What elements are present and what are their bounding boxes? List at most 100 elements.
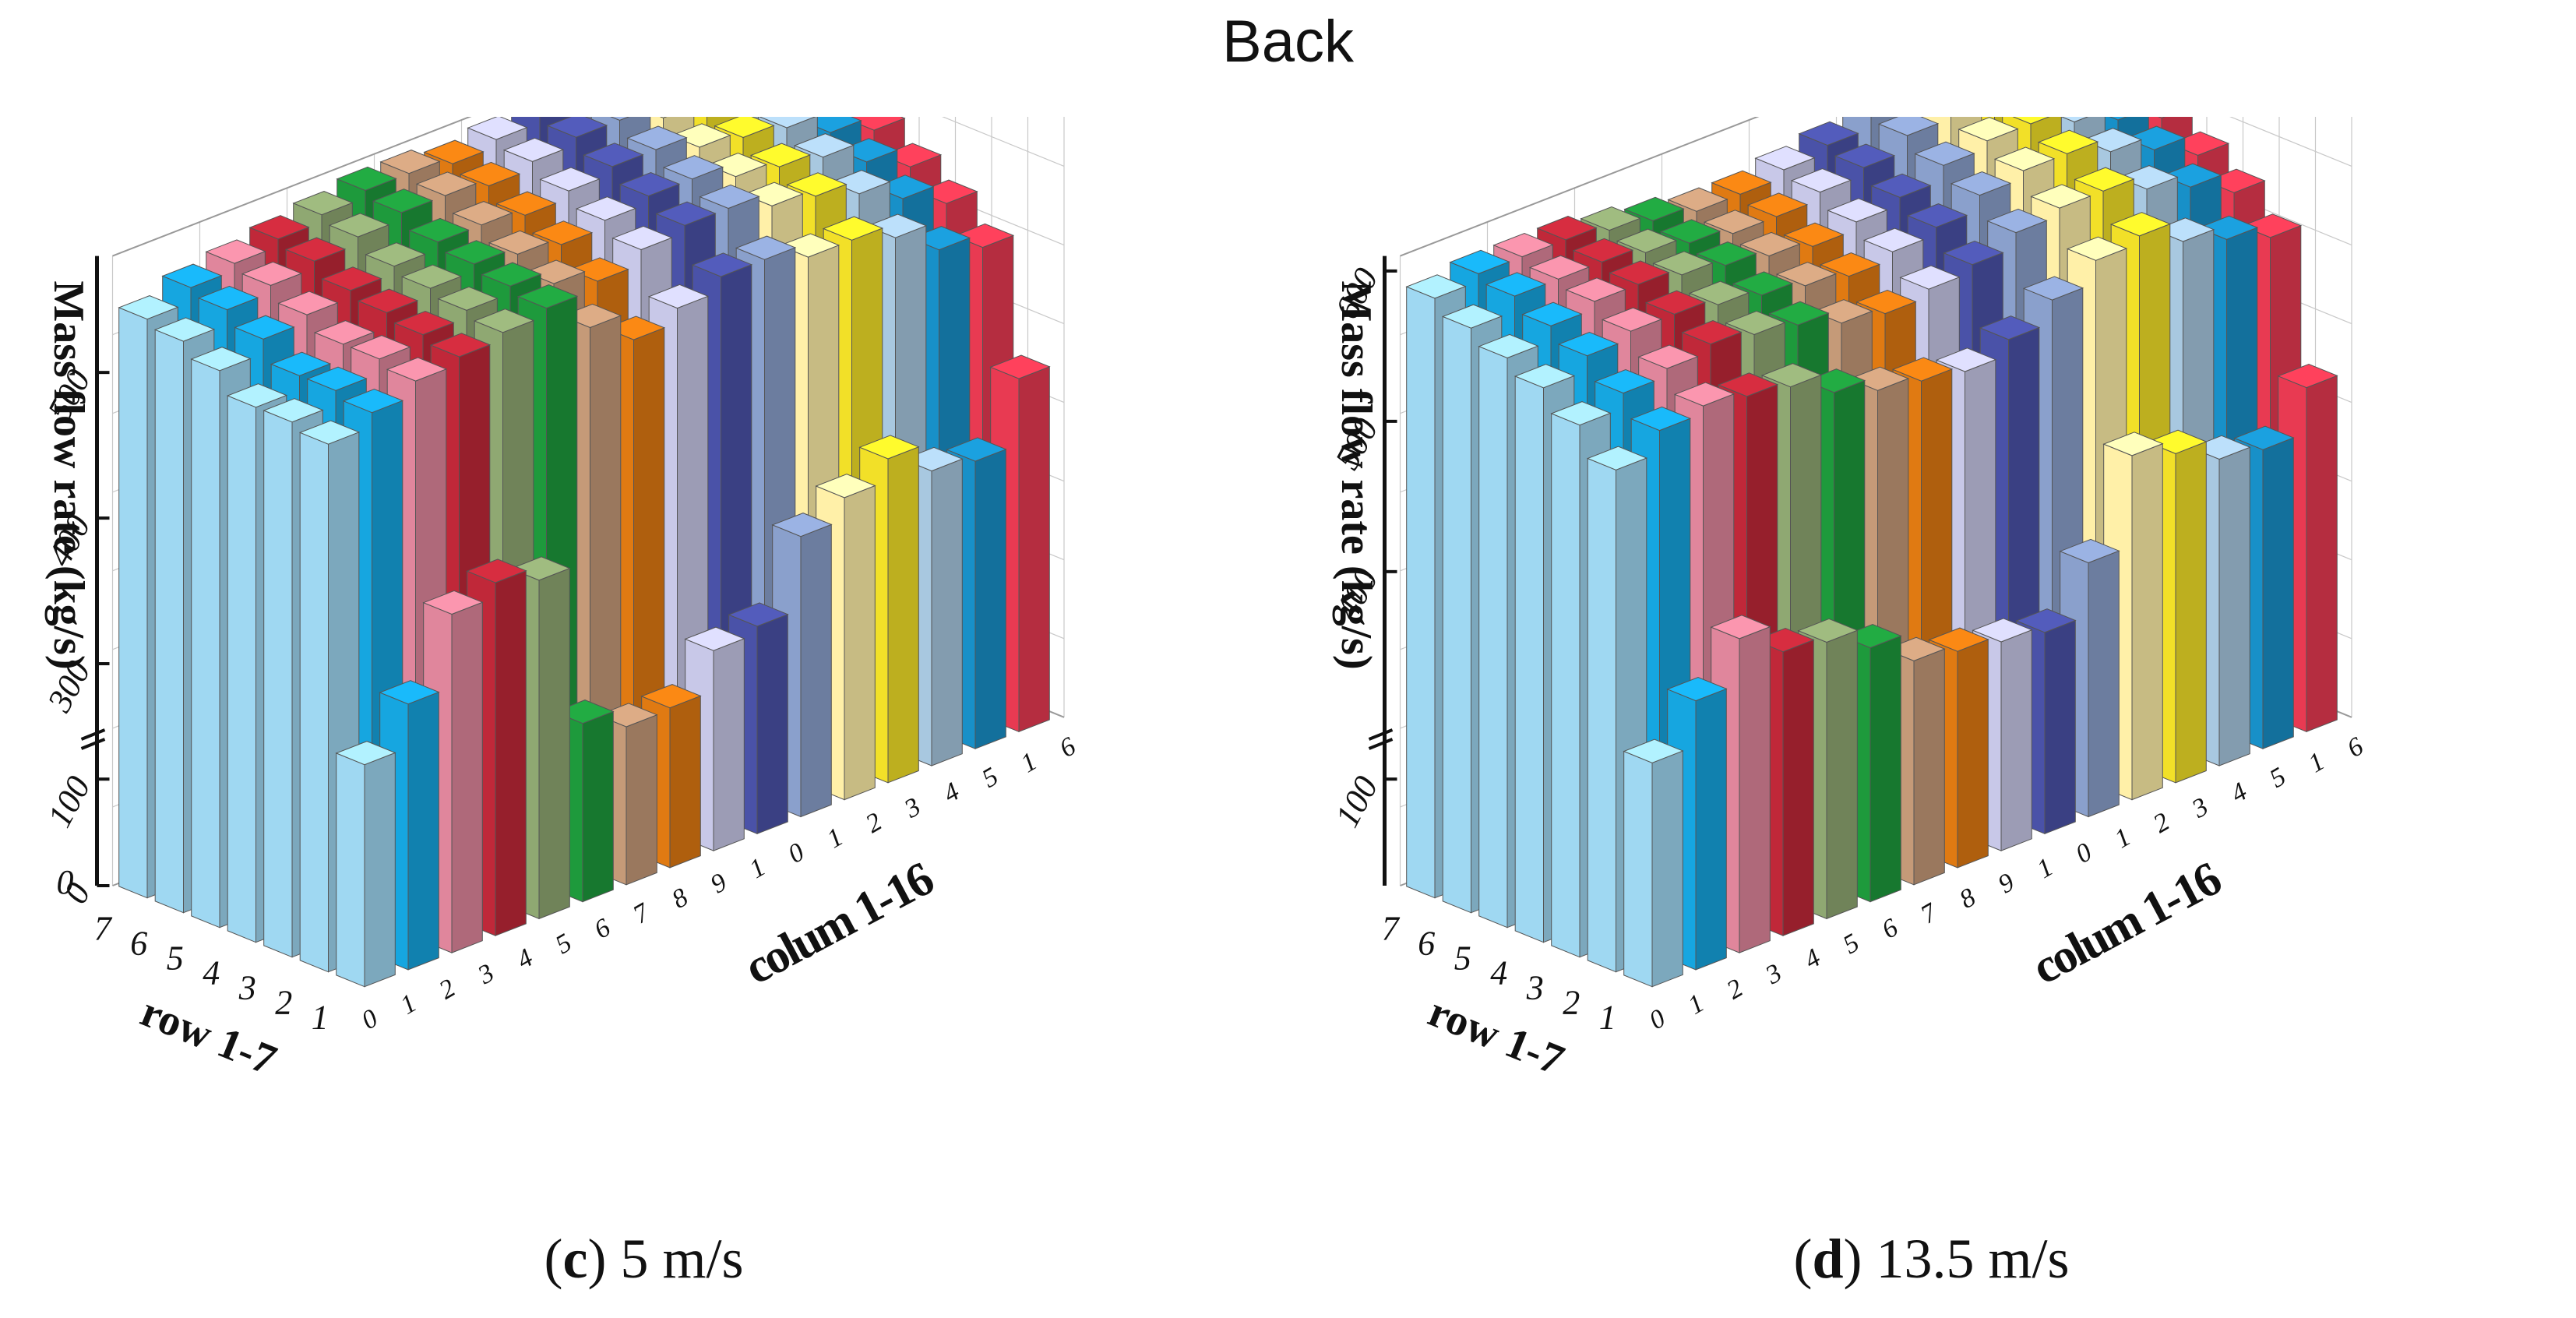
bar-face-top [714, 117, 775, 139]
row-tick-label: 2 [275, 984, 292, 1022]
bar-face-top [335, 741, 396, 766]
bar-face-top [1768, 301, 1830, 326]
bar-face-top [1827, 198, 1888, 223]
bar-face-top [400, 264, 463, 289]
bar-face-top [2158, 117, 2165, 118]
bar-face-top [618, 171, 681, 197]
bar-face-top [473, 308, 535, 333]
column-tick-label: 8 [667, 883, 692, 914]
column-tick-label: 2 [2148, 807, 2174, 839]
bar-face-top [306, 366, 368, 391]
bar-face-top [575, 196, 637, 221]
bar-face-top [2037, 129, 2099, 154]
column-tick-label: 5 [2265, 762, 2291, 794]
bar-face-top [1528, 255, 1591, 280]
value-tick-label: 100 [40, 770, 97, 833]
bar-face-top [626, 125, 688, 150]
column-tick-label: 2 [435, 974, 460, 1006]
bar-face-top [1623, 738, 1684, 763]
bar-face-top [429, 333, 492, 358]
bar-face-side [669, 695, 701, 869]
bar-face-top [1950, 171, 2012, 196]
row-tick-label: 4 [1490, 954, 1507, 992]
bar-face-top [691, 252, 753, 277]
bar-face-top [393, 310, 455, 336]
bar-face-top [1797, 618, 1859, 643]
bar-face-top [1514, 364, 1576, 389]
column-tick-label: 6 [2342, 731, 2368, 763]
bar-face-side [1018, 366, 1050, 733]
bar-face-top [379, 680, 440, 705]
bar-face-side [2044, 619, 2076, 835]
bar-face-top [2109, 117, 2127, 121]
bar-face-top [379, 150, 441, 174]
column-tick-label: 0 [784, 837, 809, 869]
column-tick-label: 1 [2032, 853, 2058, 885]
bar-face-top [488, 230, 550, 255]
bar-face-top [1565, 277, 1626, 302]
bar-face-top [1601, 307, 1663, 332]
bar-face-top [771, 513, 833, 537]
bar-face-top [989, 354, 1051, 379]
bar-face-top [1790, 167, 1852, 193]
bar-face-top [858, 435, 920, 460]
column-tick-label: 3 [2187, 792, 2213, 824]
bar-face-side [800, 523, 832, 818]
bar-face-side [625, 714, 657, 886]
bar-face-top [516, 284, 579, 309]
bar-face-top [822, 216, 884, 241]
bar-face-top [1492, 232, 1554, 258]
bar-face-top [1659, 219, 1721, 244]
bar-face-side [756, 613, 788, 835]
bar-face-top [1405, 274, 1467, 299]
column-tick-label: 3 [1760, 958, 1787, 990]
bar-face-top [357, 288, 419, 313]
column-tick-label: 4 [512, 943, 537, 975]
bar-face-top [118, 295, 179, 320]
bar-face-side [974, 449, 1006, 749]
bar-face-top [467, 117, 528, 140]
column-tick-label: 1 [745, 853, 770, 885]
bar-face-top [1696, 241, 1757, 266]
bar-face-top [699, 184, 760, 210]
bar-face-side [1782, 639, 1814, 936]
bar-face-top [1958, 117, 2019, 142]
chart-panel-d: 100 400 500 600 Mass flow rate (kg/s) 1 2 3 4 5 6 7… [1288, 117, 2575, 1184]
bar-row1-col1 [1623, 738, 1684, 988]
column-tick-label: 1 [822, 823, 848, 855]
bar-face-side [495, 569, 527, 936]
bar-face-top [2102, 432, 2164, 456]
bar-face-front [336, 752, 365, 988]
bar-face-top [1441, 304, 1503, 329]
bar-face-front [1514, 375, 1544, 943]
bar-face-top [1798, 121, 1859, 146]
bar-face-top [1775, 262, 1838, 287]
bar-face-side [2175, 441, 2207, 784]
bar-face-side [1913, 648, 1945, 886]
bar-face-top [422, 590, 484, 615]
bar-face-top [2012, 117, 2050, 125]
bar-face-front [1442, 315, 1471, 914]
bar-face-top [415, 171, 477, 196]
bar-face-side [844, 485, 876, 801]
bar-face-top [292, 191, 354, 216]
bar-face-front [1623, 750, 1653, 988]
bar-face-front [299, 432, 329, 973]
bar-face-front [118, 307, 148, 899]
frame-edge [112, 117, 472, 257]
bar-face-top [1870, 173, 1932, 198]
bar-face-top [1485, 272, 1547, 297]
bar-face-front [191, 358, 220, 929]
bar-face-top [1630, 406, 1692, 432]
bar-row1-col1 [335, 741, 396, 988]
caption-d-label: d [1812, 1228, 1844, 1290]
value-origin-label: 0 [57, 863, 74, 901]
bar-face-top [444, 240, 506, 265]
column-tick-label: 2 [1722, 974, 1748, 1006]
bar-face-top [2066, 236, 2128, 261]
bar-face-top [336, 166, 397, 192]
column-tick-label: 6 [1877, 913, 1903, 945]
bar-face-top [1667, 187, 1728, 212]
bar-face-top [1877, 117, 1940, 136]
